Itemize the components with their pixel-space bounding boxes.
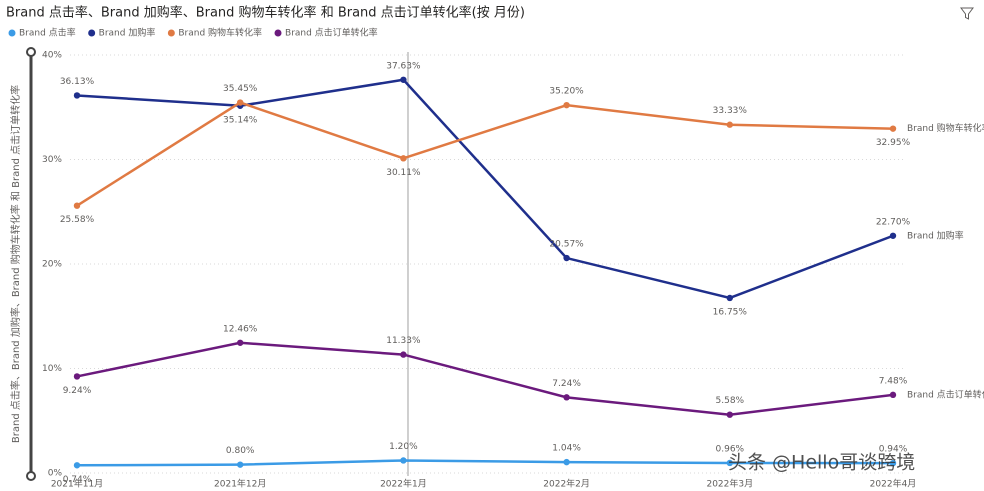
legend-label: Brand 加购率 bbox=[99, 27, 156, 39]
x-tick-label: 2022年1月 bbox=[380, 478, 427, 490]
series-end-label: Brand 点击订单转化率 bbox=[907, 388, 984, 400]
filter-icon[interactable] bbox=[960, 7, 974, 20]
data-label: 0.80% bbox=[226, 446, 255, 456]
data-point bbox=[726, 411, 733, 418]
data-label: 16.75% bbox=[713, 307, 748, 317]
data-point bbox=[400, 351, 407, 358]
data-label: 25.58% bbox=[60, 215, 95, 225]
data-point bbox=[237, 99, 244, 106]
data-label: 37.63% bbox=[386, 61, 421, 71]
x-tick-label: 2022年4月 bbox=[870, 478, 917, 490]
chart-title: Brand 点击率、Brand 加购率、Brand 购物车转化率 和 Brand… bbox=[6, 5, 525, 21]
y-tick-label: 30% bbox=[42, 155, 62, 165]
legend-marker bbox=[167, 29, 175, 37]
data-label: 30.11% bbox=[386, 168, 421, 178]
data-point bbox=[563, 254, 570, 262]
data-label: 9.24% bbox=[63, 386, 92, 396]
data-label: 35.45% bbox=[223, 84, 258, 94]
data-point bbox=[73, 462, 81, 469]
data-point bbox=[726, 121, 733, 128]
legend-marker bbox=[274, 29, 282, 37]
data-point bbox=[563, 394, 570, 401]
y-tick-label: 40% bbox=[42, 51, 62, 61]
series-end-label: Brand 购物车转化率 bbox=[907, 122, 984, 134]
data-label: 12.46% bbox=[223, 324, 258, 334]
data-point bbox=[889, 125, 897, 132]
data-point bbox=[237, 461, 244, 468]
data-point bbox=[726, 459, 733, 467]
data-label: 0.96% bbox=[716, 444, 745, 454]
x-tick-label: 2022年2月 bbox=[543, 478, 590, 490]
data-label: 35.14% bbox=[223, 115, 258, 125]
series-line bbox=[76, 459, 894, 467]
series-line bbox=[76, 101, 894, 207]
legend-label: Brand 购物车转化率 bbox=[178, 27, 262, 39]
y-axis-title: Brand 点击率、Brand 加购率、Brand 购物车转化率 和 Brand… bbox=[9, 85, 22, 443]
data-label: 33.33% bbox=[713, 106, 748, 116]
data-label: 0.94% bbox=[879, 445, 908, 455]
series-line bbox=[76, 78, 894, 300]
data-label: 7.48% bbox=[879, 376, 908, 386]
data-point bbox=[726, 294, 733, 302]
data-point bbox=[889, 391, 897, 399]
watermark: 头条 @Hello哥谈跨境 bbox=[728, 452, 915, 474]
legend-marker bbox=[88, 29, 96, 37]
data-label: 32.95% bbox=[876, 138, 911, 148]
legend-label: Brand 点击订单转化率 bbox=[285, 27, 378, 39]
data-label: 7.24% bbox=[552, 379, 581, 389]
data-point bbox=[400, 76, 407, 83]
data-point bbox=[400, 457, 407, 464]
data-point bbox=[889, 232, 897, 239]
data-label: 20.57% bbox=[549, 240, 584, 250]
scrollbar[interactable] bbox=[26, 47, 36, 481]
data-label: 0.74% bbox=[63, 475, 92, 485]
y-tick-label: 20% bbox=[42, 260, 62, 270]
data-label: 36.13% bbox=[60, 77, 95, 87]
data-point bbox=[563, 458, 570, 466]
legend-marker bbox=[8, 29, 16, 37]
data-label: 1.04% bbox=[552, 444, 581, 454]
data-point bbox=[400, 155, 407, 162]
data-point bbox=[73, 373, 81, 380]
data-label: 22.70% bbox=[876, 217, 911, 227]
series-end-label: Brand 加购率 bbox=[907, 229, 964, 241]
data-point bbox=[889, 459, 897, 467]
data-point bbox=[563, 101, 570, 109]
data-label: 11.33% bbox=[386, 336, 421, 346]
y-tick-label: 0% bbox=[48, 469, 63, 479]
x-tick-label: 2022年3月 bbox=[706, 478, 753, 490]
series-line bbox=[76, 341, 894, 416]
data-point bbox=[73, 92, 81, 99]
data-point bbox=[73, 202, 81, 209]
y-tick-label: 10% bbox=[42, 364, 62, 374]
legend-label: Brand 点击率 bbox=[19, 27, 76, 39]
data-label: 5.58% bbox=[716, 396, 745, 406]
x-tick-label: 2021年11月 bbox=[51, 478, 103, 490]
data-label: 1.20% bbox=[389, 442, 418, 452]
data-point bbox=[237, 339, 244, 346]
data-label: 35.20% bbox=[549, 87, 584, 97]
x-tick-label: 2021年12月 bbox=[214, 478, 266, 490]
